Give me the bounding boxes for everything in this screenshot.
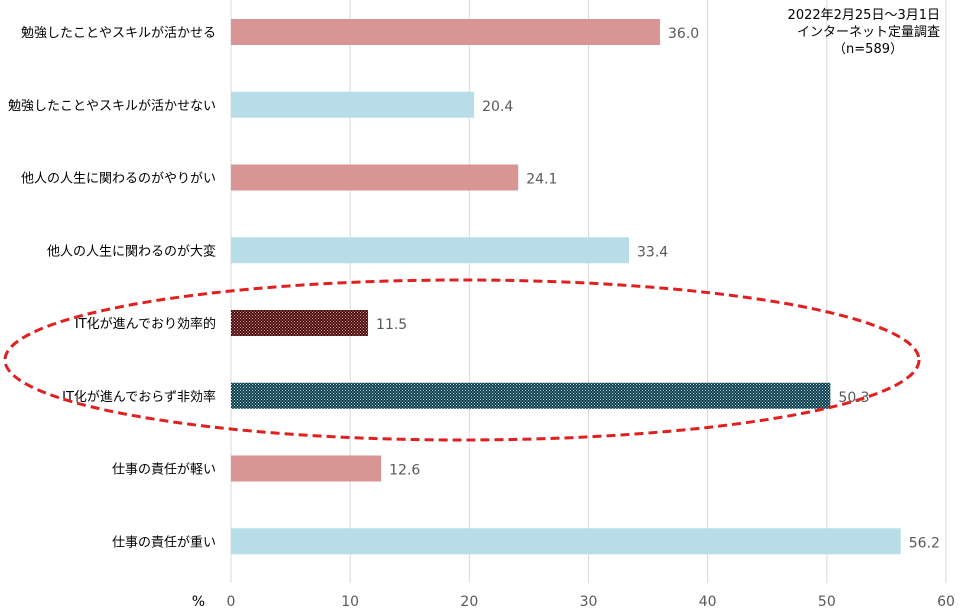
x-tick-label: 20 [460, 594, 478, 610]
x-axis-unit: % [192, 594, 205, 610]
bar [231, 382, 831, 409]
x-tick-label: 0 [227, 594, 236, 610]
bars [231, 19, 901, 555]
bar [231, 91, 475, 118]
category-label: 仕事の責任が重い [112, 534, 216, 550]
gridlines [230, 0, 947, 583]
category-label: IT化が進んでおり効率的 [75, 316, 216, 332]
category-labels: 勉強したことやスキルが活かせる勉強したことやスキルが活かせない他人の人生に関わる… [8, 26, 216, 550]
category-label: 勉強したことやスキルが活かせる [21, 26, 216, 41]
bar [231, 19, 660, 45]
category-label: IT化が進んでおらず非効率 [62, 389, 216, 405]
data-label: 36.0 [668, 26, 699, 42]
bar [231, 164, 519, 191]
data-label: 12.6 [389, 463, 420, 479]
data-label: 33.4 [637, 244, 668, 260]
x-tick-label: 50 [818, 594, 836, 610]
x-axis-ticks: 0 10 20 30 40 50 60 [227, 594, 955, 610]
x-tick-label: 30 [580, 594, 598, 610]
bar [231, 310, 369, 336]
data-label: 24.1 [526, 172, 557, 188]
x-tick-label: 10 [341, 594, 359, 610]
bar [231, 455, 382, 482]
annotation-line: 2022年2月25日～3月1日 [788, 8, 940, 23]
category-label: 他人の人生に関わるのがやりがい [21, 172, 216, 187]
x-tick-label: 60 [937, 594, 955, 610]
data-label: 56.2 [909, 535, 940, 551]
data-label: 50.3 [838, 390, 869, 406]
x-tick-label: 40 [699, 594, 717, 610]
value-labels: 36.0 20.4 24.1 33.4 11.5 50.3 12.6 56.2 [376, 26, 940, 551]
data-label: 11.5 [376, 317, 407, 333]
data-label: 20.4 [482, 99, 513, 115]
category-label: 他人の人生に関わるのが大変 [47, 243, 216, 259]
bar [231, 528, 901, 555]
bar [231, 237, 630, 264]
annotation-line: （n=589） [833, 42, 903, 57]
category-label: 仕事の責任が軽い [112, 463, 216, 478]
highlight-ellipse [3, 278, 921, 442]
annotation-line: インターネット定量調査 [797, 25, 940, 40]
category-label: 勉強したことやスキルが活かせない [8, 99, 216, 114]
